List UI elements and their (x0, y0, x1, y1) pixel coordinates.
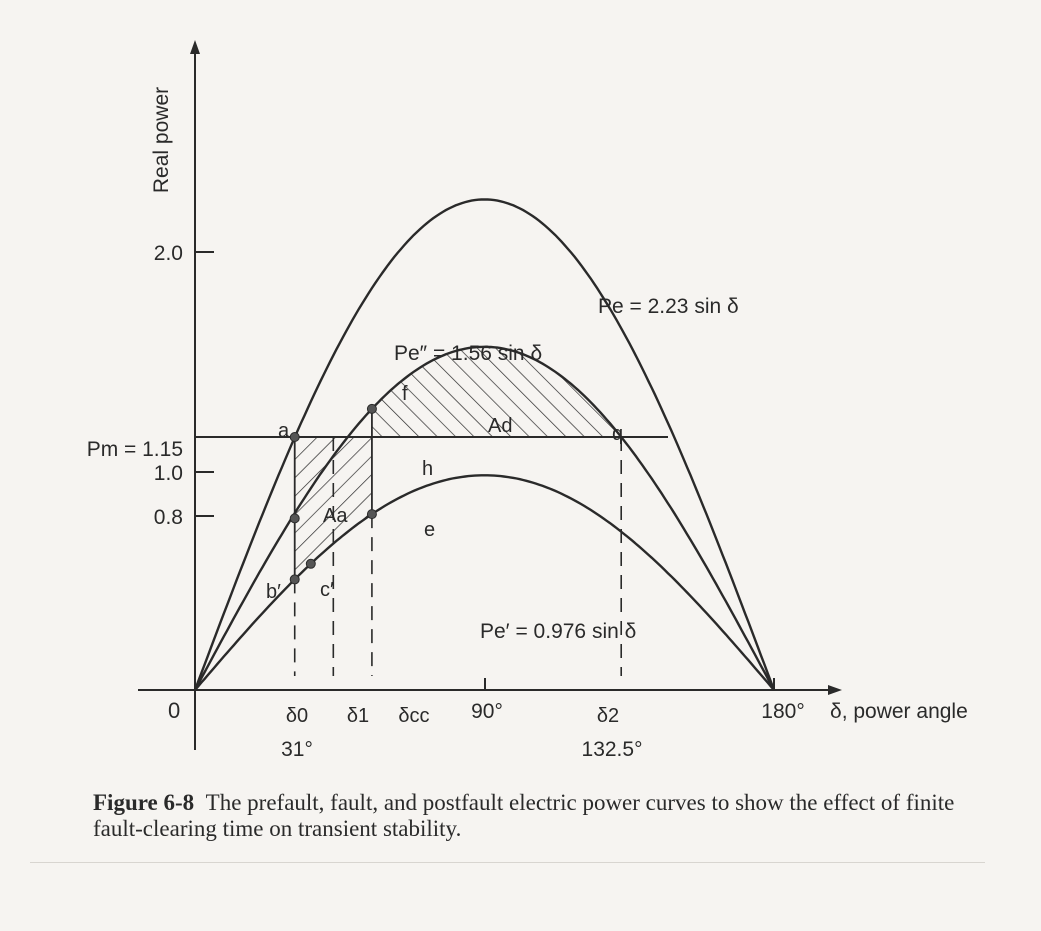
point-c (305, 558, 316, 569)
decelerating-area-hatch (371, 346, 622, 437)
point-a (289, 432, 300, 442)
area-boundaries (293, 408, 373, 580)
x-axis-arrow (828, 685, 842, 695)
caption-divider (30, 862, 985, 863)
area-label-decel: Ad (488, 415, 512, 437)
point-label-a: a (278, 420, 290, 442)
point-mid-d0 (289, 513, 300, 524)
point-label-c: c′ (320, 579, 334, 601)
point-label-f: f (402, 383, 408, 405)
x-tick-label-delta2: δ2 (597, 705, 619, 727)
prefault-curve-label: Pe = 2.23 sin δ (598, 295, 739, 318)
y-axis-arrow (190, 40, 200, 54)
origin-label: 0 (168, 698, 180, 723)
point-b (289, 574, 300, 585)
x-tick-label-delta1: δ1 (347, 705, 369, 727)
x-tick-sublabel-delta0: 31° (281, 738, 313, 761)
point-e (366, 509, 377, 520)
figure-caption: Figure 6-8 The prefault, fault, and post… (93, 790, 993, 842)
caption-label: Figure 6-8 (93, 790, 195, 815)
x-tick-sublabel-delta2: 132.5° (582, 738, 643, 761)
x-tick-label-delta0: δ0 (286, 705, 308, 727)
point-label-h: h (422, 458, 433, 480)
point-label-q: q (612, 423, 623, 445)
point-f (366, 403, 377, 414)
postfault-curve-label: Pe″ = 1.56 sin δ (394, 342, 542, 365)
angle-dashed-lines (293, 437, 623, 676)
area-label-accel: Aa (323, 505, 348, 527)
y-tick-label-2: 2.0 (154, 242, 183, 265)
point-label-e: e (424, 519, 435, 541)
caption-text: The prefault, fault, and postfault elect… (93, 790, 955, 841)
marked-points (289, 403, 377, 585)
y-axis-label: Real power (150, 87, 173, 193)
fault-curve-label: Pe′ = 0.976 sin δ (480, 620, 636, 643)
x-tick-label-deltacc: δcc (398, 705, 429, 727)
y-tick-label-1: 1.0 (154, 462, 183, 485)
pm-label: Pm = 1.15 (87, 438, 183, 461)
x-tick-label-180: 180° (761, 700, 804, 723)
prefault-curve (193, 198, 776, 691)
point-label-b: b′ (266, 581, 281, 603)
fault-curve (194, 474, 775, 691)
x-tick-label-90: 90° (471, 700, 503, 723)
x-axis-label: δ, power angle (830, 700, 968, 723)
y-tick-label-08: 0.8 (154, 506, 183, 529)
